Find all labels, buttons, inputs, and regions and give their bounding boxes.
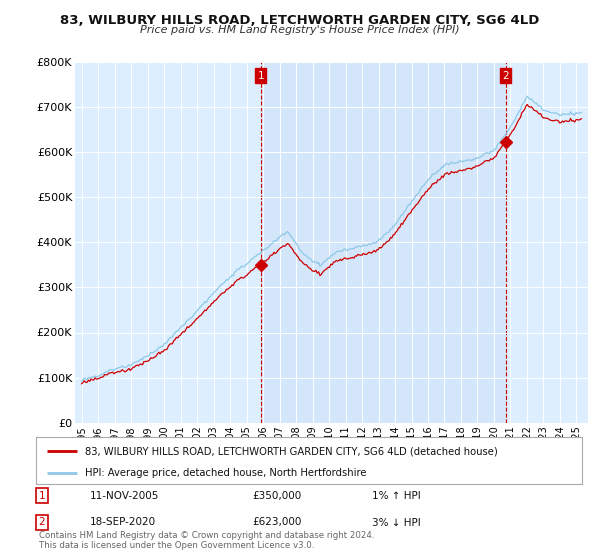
Bar — [261, 62, 506, 423]
Text: 2: 2 — [503, 71, 509, 81]
Text: 2: 2 — [38, 517, 46, 528]
Text: 83, WILBURY HILLS ROAD, LETCHWORTH GARDEN CITY, SG6 4LD: 83, WILBURY HILLS ROAD, LETCHWORTH GARDE… — [61, 14, 539, 27]
Text: 11-NOV-2005: 11-NOV-2005 — [90, 491, 160, 501]
Text: 18-SEP-2020: 18-SEP-2020 — [90, 517, 156, 528]
Text: £623,000: £623,000 — [252, 517, 301, 528]
Text: 83, WILBURY HILLS ROAD, LETCHWORTH GARDEN CITY, SG6 4LD (detached house): 83, WILBURY HILLS ROAD, LETCHWORTH GARDE… — [85, 446, 498, 456]
Text: Contains HM Land Registry data © Crown copyright and database right 2024.
This d: Contains HM Land Registry data © Crown c… — [39, 530, 374, 550]
Text: HPI: Average price, detached house, North Hertfordshire: HPI: Average price, detached house, Nort… — [85, 468, 367, 478]
Text: 3% ↓ HPI: 3% ↓ HPI — [372, 517, 421, 528]
Text: £350,000: £350,000 — [252, 491, 301, 501]
Text: 1: 1 — [38, 491, 46, 501]
Text: 1: 1 — [257, 71, 264, 81]
Text: 1% ↑ HPI: 1% ↑ HPI — [372, 491, 421, 501]
Text: Price paid vs. HM Land Registry's House Price Index (HPI): Price paid vs. HM Land Registry's House … — [140, 25, 460, 35]
